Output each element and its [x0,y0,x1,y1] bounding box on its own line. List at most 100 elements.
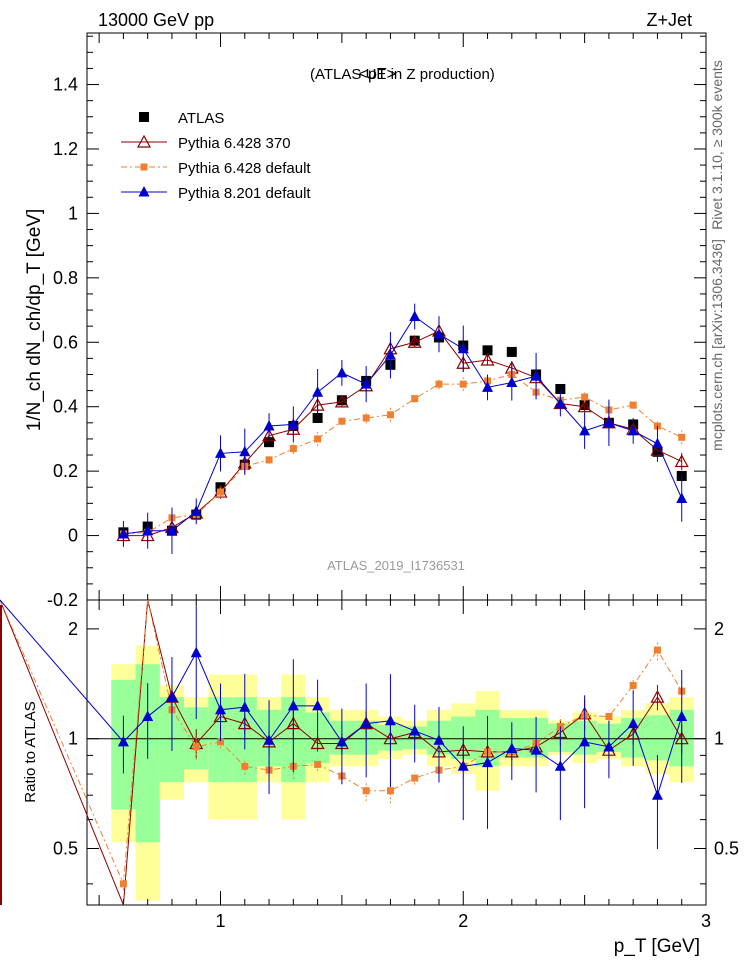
ratio-data-point [314,760,322,768]
ratio-data-point [653,646,661,654]
data-point [166,524,178,536]
ratio-y-tick-label-right: 0.5 [714,838,739,858]
data-point [676,492,688,504]
ratio-data-point [362,787,370,795]
ratio-y-tick-label-left: 1 [68,729,78,749]
ratio-data-point [217,738,225,746]
data-point [384,349,396,360]
ratio-data-point [386,787,394,795]
ratio-data-point [411,774,419,782]
data-point [409,310,421,321]
data-point [674,454,689,468]
ratio-y-ticks: 0.5 0.5 1 1 2 2 [53,619,739,885]
data-point [435,380,443,388]
legend-entry: Pythia 6.428 370 [121,134,291,152]
main-ylabel-text: 1/N_ch dN_ch/dp_T [GeV] [24,209,45,432]
legend-label: Pythia 6.428 370 [178,135,291,152]
ratio-data-point [482,756,494,768]
band-inner-bin [645,715,670,761]
ratio-data-point [409,724,421,736]
data-point [480,352,495,366]
analysis-id: ATLAS_2019_I1736531 [327,558,465,573]
ratio-ylabel-text: Ratio to ATLAS [22,701,39,802]
legend-marker [140,163,148,171]
data-point [411,395,419,403]
legend: ATLAS Pythia 6.428 370 Pythia 6.428 defaul… [121,110,311,202]
ratio-data-point [650,689,665,703]
x-tick-label: 1 [216,911,226,931]
ratio-data-point [241,762,249,770]
legend-entry: Pythia 6.428 default [121,160,311,177]
main-ylabel: 1/N_ch dN_ch/dp_T [GeV] [24,209,45,432]
data-point [117,527,129,539]
data-point [289,445,297,453]
ratio-data-point [603,740,615,752]
ratio-data-point [310,736,325,750]
x-tick-label: 3 [701,911,711,931]
ratio-data-point [117,735,129,747]
ratio-y-tick-label-right: 1 [714,729,724,749]
main-panel: -0.2 0 0.2 0.4 0.6 0.8 1 1.2 1.4 [47,32,707,610]
data-point [336,366,348,378]
data-point [312,386,324,397]
ratio-data-point [651,789,663,800]
ratio-data-point [119,880,127,888]
header-left: 13000 GeV pp [98,10,214,30]
data-point [263,420,275,431]
series-line [123,330,682,537]
data-point [142,524,154,536]
ratio-data-point [506,742,518,753]
data-point [629,401,637,409]
series-line [123,315,683,535]
legend-label: Pythia 8.201 default [178,185,311,202]
data-point [386,411,394,419]
ratio-data-point [554,760,566,771]
data-point [360,378,372,389]
x-ticks: 1 2 3 [98,33,711,931]
main-y-tick-label: 1.4 [53,75,78,95]
data-point [433,328,445,339]
data-point [287,418,299,429]
ratio-data-point [190,646,202,658]
data-point [554,397,566,408]
ratio-data-point [360,717,372,729]
series-pythia-6-428-370 [116,323,689,543]
ratio-data-point [336,735,348,747]
ratio-data-point [579,735,591,747]
main-y-tick-label: 0.4 [53,397,78,417]
data-point [459,380,467,388]
ratio-data-point [142,710,154,722]
legend-entry: Pythia 8.201 default [121,185,311,202]
main-y-tick-label: 1 [68,203,78,223]
ratio-y-tick-label-left: 0.5 [53,838,78,858]
plot-title: <pT> [359,66,396,83]
series-line [123,373,682,535]
data-point [407,335,422,348]
ratio-data-point [166,691,178,702]
data-point [264,437,275,448]
data-point [603,416,615,428]
data-point [190,505,202,516]
data-point [362,414,370,422]
data-point [506,346,517,357]
ratio-data-point [627,717,639,729]
ratio-data-point [457,760,469,771]
legend-marker [139,112,149,122]
data-point [627,424,639,436]
x-tick-label: 2 [458,911,468,931]
side-text-top: Rivet 3.1.10, ≥ 300k events [709,60,725,230]
ratio-ylabel: Ratio to ATLAS [22,701,39,802]
data-point [338,417,346,425]
data-point [678,433,686,441]
ratio-data-point [384,714,396,726]
ratio-data-point [676,710,688,722]
main-y-ticks: -0.2 0 0.2 0.4 0.6 0.8 1 1.2 1.4 [47,35,706,610]
plot-subtitle: (ATLAS UE in Z production) [310,66,495,83]
data-point [314,435,322,443]
legend-label: Pythia 6.428 default [178,160,311,177]
series-pythia-6-428-default [119,369,686,538]
ratio-data-point [433,734,445,745]
ratio-y-tick-label-left: 2 [68,619,78,639]
ratio-data-point [530,744,542,755]
